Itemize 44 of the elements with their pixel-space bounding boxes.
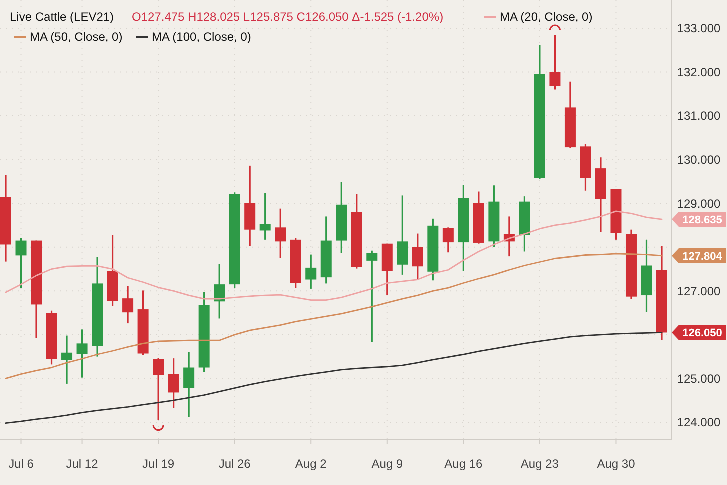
x-tick-label: Jul 6	[8, 457, 34, 471]
y-tick-label: 124.000	[677, 416, 722, 430]
y-tick-label: 130.000	[677, 153, 722, 167]
text: O127.475 H128.025 L125.875 C126.050 Δ-1.525 (-1.20%)	[132, 10, 444, 24]
line-series	[5, 332, 663, 424]
x-tick-label: Aug 2	[295, 457, 328, 471]
x-tick-label: Aug 23	[520, 457, 560, 471]
x-tick-label: Aug 9	[372, 457, 404, 471]
line-series	[5, 210, 663, 302]
line-series	[5, 253, 663, 380]
text: Live Cattle (LEV21)	[10, 10, 114, 24]
y-tick-label: 131.000	[677, 109, 722, 124]
candlestick	[168, 358, 180, 410]
x-tick-label: Jul 26	[218, 457, 252, 471]
candlestick	[260, 192, 271, 241]
x-tick-label: Jul 19	[142, 457, 175, 471]
candlestick	[16, 237, 27, 289]
legend-label: MA (50, Close, 0)	[30, 30, 123, 44]
candlestick	[397, 194, 408, 276]
data-label: 128.635	[682, 214, 722, 226]
data-label: 127.804	[682, 250, 724, 263]
candlestick	[62, 335, 73, 385]
candlestick	[366, 250, 378, 344]
candlestick	[214, 263, 226, 320]
candlestick	[184, 351, 195, 418]
candlestick	[122, 286, 134, 324]
candlestick	[76, 328, 88, 379]
x-tick-label: Aug 30	[597, 457, 636, 471]
candlestick	[442, 226, 454, 254]
candlestick	[306, 254, 317, 290]
legend-label: MA (100, Close, 0)	[152, 30, 252, 44]
legend-label: MA (20, Close, 0)	[500, 10, 593, 24]
y-tick-label: 133.000	[677, 22, 722, 36]
candlestick	[153, 357, 164, 422]
y-tick-label: 132.000	[677, 65, 722, 80]
y-tick-label: 125.000	[677, 372, 722, 386]
x-tick-label: Jul 12	[66, 457, 99, 471]
candlestick	[412, 232, 424, 281]
text: 126.050	[682, 328, 722, 340]
x-tick-label: Aug 16	[444, 457, 484, 471]
candlestick	[275, 208, 286, 260]
candlestick	[550, 34, 561, 91]
y-tick-label: 129.000	[677, 196, 722, 211]
y-tick-label: 127.000	[677, 284, 722, 298]
